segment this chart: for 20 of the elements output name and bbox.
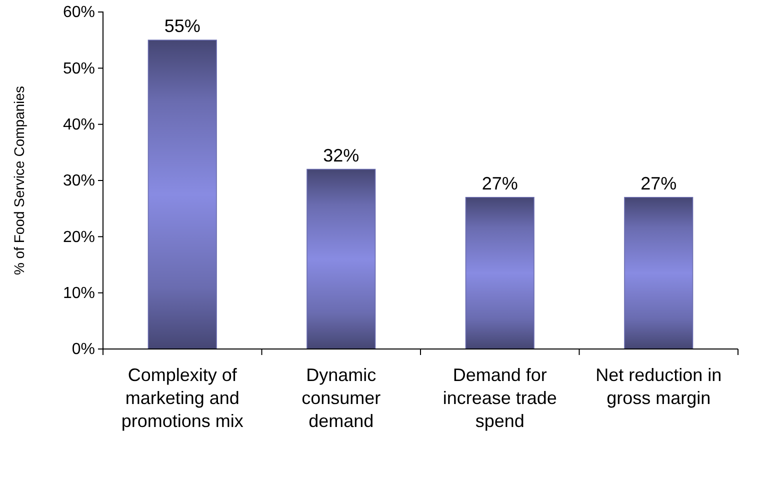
- y-tick-label: 50%: [62, 60, 95, 78]
- y-tick-label: 60%: [62, 4, 95, 22]
- bar: [465, 196, 534, 350]
- x-tick-label: Dynamic consumer demand: [302, 365, 381, 431]
- data-label: 55%: [164, 16, 200, 36]
- x-tick-label: Demand for increase trade spend: [442, 365, 557, 431]
- data-label: 32%: [323, 145, 360, 166]
- bar: [624, 196, 694, 350]
- y-tick-label: 10%: [62, 284, 95, 302]
- bar: [148, 40, 217, 350]
- y-tick-label: 20%: [62, 228, 95, 246]
- data-label: 27%: [640, 173, 677, 194]
- bar: [306, 168, 376, 350]
- y-tick-label: 30%: [62, 172, 95, 190]
- x-tick-label: Net reduction in gross margin: [596, 365, 722, 408]
- x-tick-label: Complexity of marketing and promotions mix: [121, 365, 244, 431]
- y-tick-label: 0%: [72, 341, 95, 358]
- y-axis-title: % of Food Service Companies: [11, 86, 27, 276]
- y-tick-label: 40%: [62, 116, 95, 134]
- data-label: 27%: [482, 173, 518, 194]
